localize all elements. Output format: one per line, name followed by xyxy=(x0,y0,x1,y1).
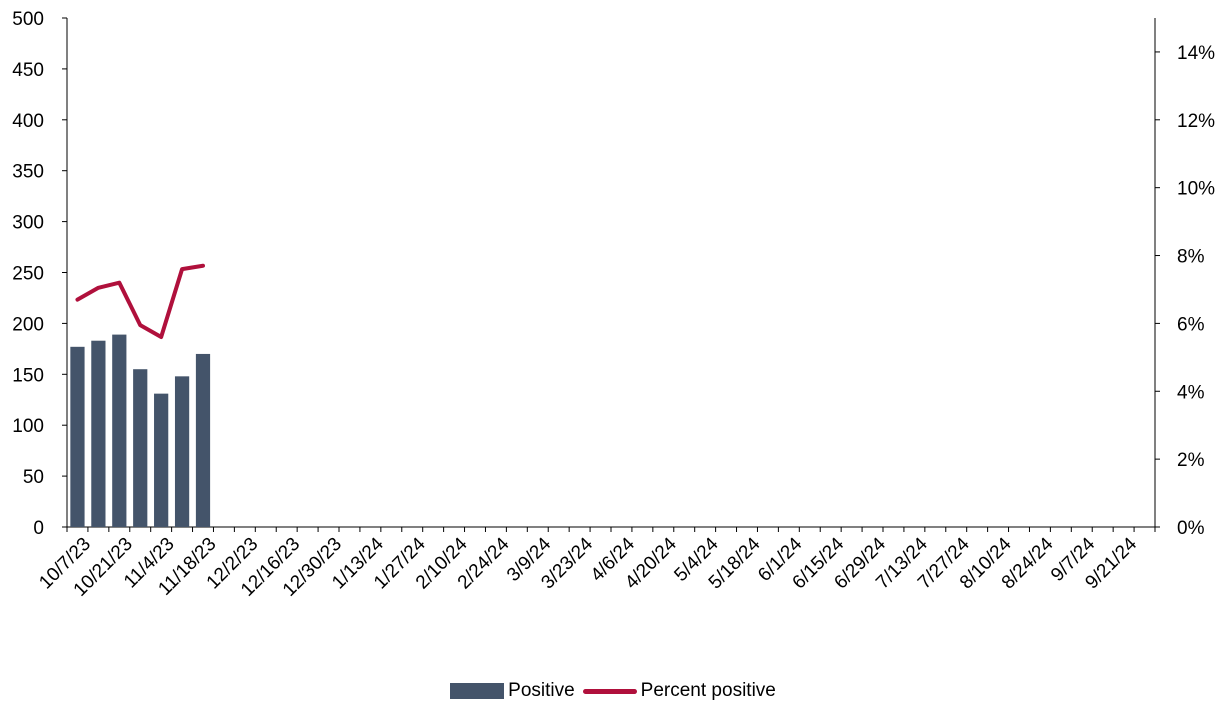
y-left-tick-label: 350 xyxy=(12,162,44,183)
bar-positive xyxy=(112,334,127,527)
legend-swatch-percent-positive xyxy=(582,688,637,694)
legend-item-percent-positive: Percent positive xyxy=(582,680,776,702)
bar-positive xyxy=(154,393,169,527)
y-left-tick-label: 300 xyxy=(12,213,44,234)
legend-label-positive: Positive xyxy=(508,680,575,701)
legend: Positive Percent positive xyxy=(0,680,1226,702)
y-left-tick-label: 200 xyxy=(12,314,44,335)
y-right-tick-label: 4% xyxy=(1177,382,1205,403)
bar-positive xyxy=(133,369,148,527)
bar-positive xyxy=(70,346,85,527)
y-left-tick-label: 50 xyxy=(23,467,44,488)
y-right-tick-label: 10% xyxy=(1177,179,1215,200)
legend-label-percent-positive: Percent positive xyxy=(640,680,776,701)
y-right-tick-label: 14% xyxy=(1177,43,1215,64)
y-right-tick-label: 2% xyxy=(1177,450,1205,471)
bar-positive xyxy=(91,340,106,527)
tick-labels: 0 50 100 150 200 250 300 350 400 450 500 0% 2% 4% 6% 8%… xyxy=(12,9,1215,601)
y-left-tick-label: 150 xyxy=(12,365,44,386)
y-right-tick-label: 12% xyxy=(1177,111,1215,132)
legend-item-positive: Positive xyxy=(450,680,575,702)
y-right-tick-label: 8% xyxy=(1177,247,1205,268)
legend-swatch-positive xyxy=(450,683,505,699)
y-right-tick-label: 6% xyxy=(1177,314,1205,335)
y-left-tick-label: 500 xyxy=(12,9,44,30)
y-right-tick-label: 0% xyxy=(1177,518,1205,539)
bar-positive xyxy=(195,353,211,527)
y-left-tick-label: 450 xyxy=(12,60,44,81)
bar-series xyxy=(70,334,211,527)
y-left-tick-label: 0 xyxy=(33,518,44,539)
line-percent-positive xyxy=(75,263,205,339)
y-left-tick-label: 400 xyxy=(12,111,44,132)
bar-positive xyxy=(174,376,190,527)
axes xyxy=(62,17,1160,532)
y-left-tick-label: 250 xyxy=(12,264,44,285)
y-left-tick-label: 100 xyxy=(12,416,44,437)
line-series xyxy=(75,263,205,339)
